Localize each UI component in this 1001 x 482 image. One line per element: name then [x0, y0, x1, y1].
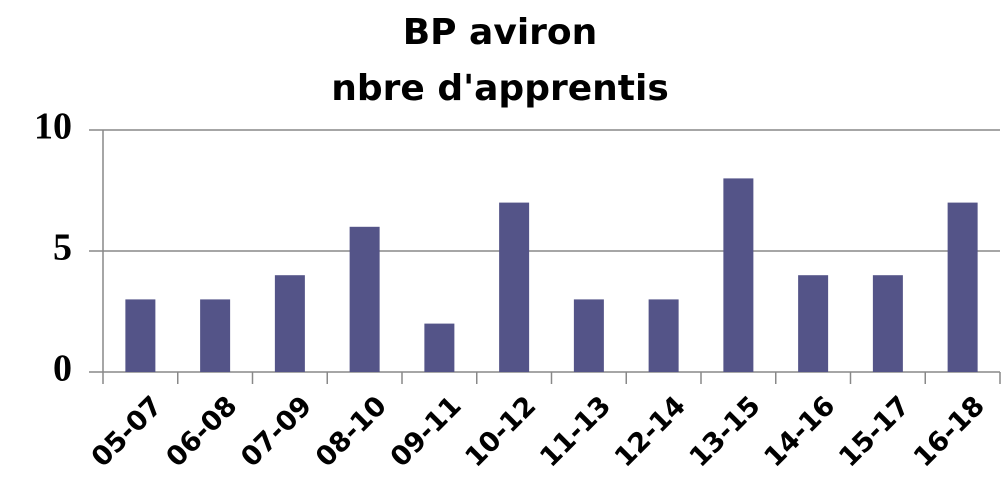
x-tick-label: 07-09	[235, 390, 318, 473]
x-tick-label: 05-07	[86, 390, 169, 473]
bar	[274, 275, 305, 372]
bar	[648, 299, 679, 372]
bar	[872, 275, 903, 372]
x-tick-label: 12-14	[609, 390, 692, 473]
bar	[200, 299, 231, 372]
bar	[424, 323, 455, 372]
x-tick-label: 11-13	[534, 390, 617, 473]
x-tick-label: 09-11	[385, 390, 468, 473]
x-tick-label: 16-18	[908, 390, 991, 473]
chart-title: BP aviron	[403, 12, 598, 53]
chart-title: nbre d'apprentis	[331, 68, 669, 109]
bar	[723, 178, 754, 372]
x-tick-label: 08-10	[310, 390, 393, 473]
x-tick-label: 14-16	[758, 390, 841, 473]
y-tick-label: 0	[53, 348, 72, 390]
x-tick-label: 13-15	[684, 390, 767, 473]
bar	[798, 275, 829, 372]
x-tick-label: 10-12	[459, 390, 542, 473]
bar	[125, 299, 156, 372]
bar	[349, 226, 380, 372]
bar	[947, 202, 978, 372]
bar	[573, 299, 604, 372]
y-tick-label: 10	[34, 106, 72, 148]
x-tick-label: 06-08	[160, 390, 243, 473]
y-tick-label: 5	[53, 227, 72, 269]
bar	[499, 202, 530, 372]
x-tick-label: 15-17	[833, 390, 916, 473]
